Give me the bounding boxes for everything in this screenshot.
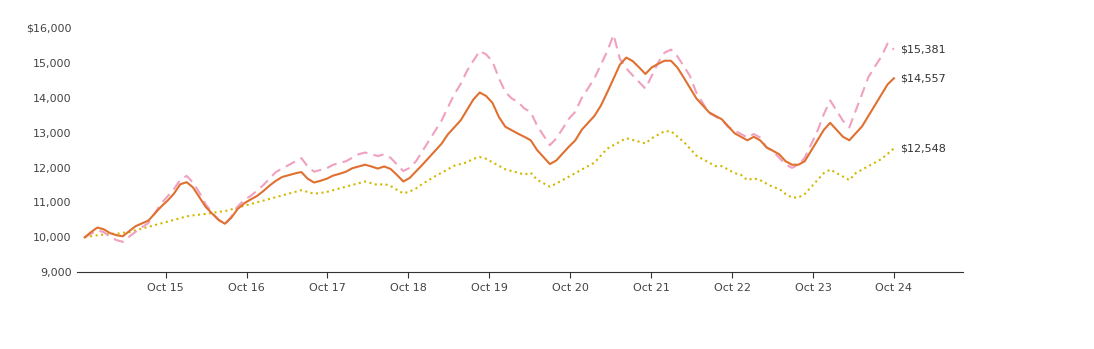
Text: $14,557: $14,557 bbox=[900, 73, 946, 83]
Text: $15,381: $15,381 bbox=[900, 45, 946, 54]
Text: $12,548: $12,548 bbox=[900, 143, 946, 154]
